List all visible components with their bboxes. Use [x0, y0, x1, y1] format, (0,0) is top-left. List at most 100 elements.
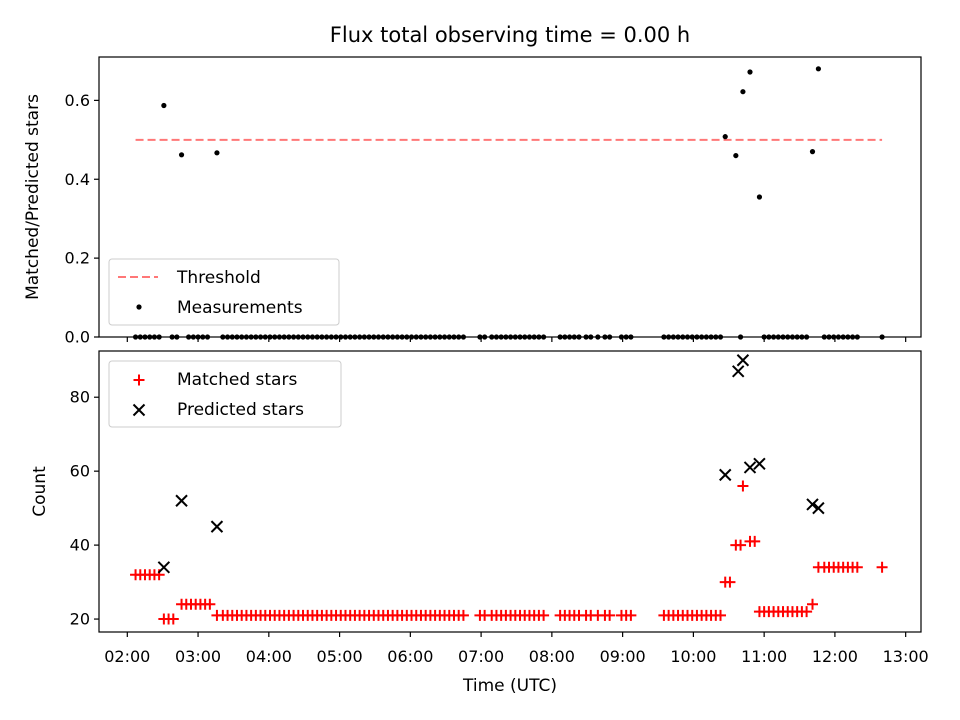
series-measurements — [132, 66, 885, 340]
data-point — [618, 334, 625, 340]
data-point — [703, 334, 709, 340]
data-point — [747, 69, 753, 75]
data-point — [666, 334, 672, 340]
data-point — [694, 334, 700, 340]
data-point — [366, 334, 372, 340]
data-point — [413, 334, 419, 340]
data-point — [531, 334, 537, 340]
y-tick-label: 80 — [70, 388, 90, 407]
data-point — [361, 334, 367, 340]
data-point — [799, 334, 805, 340]
data-point — [804, 334, 810, 340]
data-point — [132, 334, 139, 340]
data-point — [178, 152, 185, 158]
data-point — [371, 334, 377, 340]
data-point — [831, 334, 837, 340]
data-point — [503, 334, 509, 340]
data-point — [588, 334, 594, 340]
count-panel: 20 40 60 80 02:00 03:00 04:00 05:00 06:00 07:00 08… — [30, 350, 929, 666]
data-point — [174, 334, 180, 340]
data-point — [394, 334, 400, 340]
data-point — [512, 334, 518, 340]
data-point — [536, 334, 542, 340]
data-point — [717, 334, 724, 340]
data-point — [220, 334, 226, 340]
x-tick-label: 02:00 — [104, 647, 150, 666]
legend-matched-swatch — [133, 374, 145, 386]
data-point — [423, 334, 429, 340]
data-point — [715, 609, 727, 621]
data-point — [743, 461, 757, 474]
data-point — [142, 334, 148, 340]
data-point — [328, 334, 334, 340]
data-point — [319, 334, 325, 340]
data-point — [815, 66, 821, 72]
data-point — [295, 334, 301, 340]
data-point — [137, 334, 143, 340]
data-point — [161, 102, 167, 109]
data-point — [324, 334, 330, 340]
data-point — [195, 334, 201, 340]
data-point — [840, 334, 846, 340]
data-point — [147, 334, 153, 340]
data-point — [460, 334, 467, 340]
data-point — [689, 334, 695, 340]
data-point — [300, 334, 306, 340]
data-point — [740, 89, 746, 95]
data-point — [507, 334, 514, 340]
data-point — [451, 334, 457, 340]
chart-title: Flux total observing time = 0.00 h — [330, 23, 690, 47]
x-tick-label: 08:00 — [529, 647, 575, 666]
y-axis-label: Matched/Predicted stars — [23, 94, 43, 300]
data-point — [493, 334, 500, 340]
data-point — [446, 334, 452, 340]
series-predicted-stars — [157, 354, 825, 574]
data-point — [186, 334, 192, 340]
x-tick-label: 04:00 — [246, 647, 292, 666]
data-point — [190, 334, 196, 340]
data-point — [766, 334, 772, 340]
legend-box — [108, 258, 340, 326]
data-point — [204, 334, 211, 340]
data-point — [456, 334, 462, 340]
data-point — [214, 150, 220, 156]
data-point — [821, 334, 827, 340]
data-point — [175, 494, 188, 507]
data-point — [812, 501, 825, 515]
data-point — [347, 334, 353, 340]
data-point — [737, 480, 749, 492]
data-point — [489, 334, 495, 340]
data-point — [583, 334, 589, 340]
data-point — [722, 134, 728, 140]
legend-threshold-label: Threshold — [176, 268, 261, 288]
data-point — [628, 334, 634, 340]
data-point — [602, 334, 608, 340]
data-point — [437, 334, 443, 340]
data-point — [604, 609, 616, 621]
data-point — [498, 334, 504, 340]
data-point — [375, 334, 382, 340]
x-tick-label: 05:00 — [317, 647, 363, 666]
data-point — [248, 334, 254, 340]
data-point — [399, 334, 405, 340]
data-point — [854, 334, 860, 340]
data-point — [713, 334, 719, 340]
data-point — [262, 334, 268, 340]
data-point — [789, 334, 796, 340]
legend: Matched stars Predicted stars — [108, 360, 342, 428]
data-point — [390, 334, 396, 340]
data-point — [457, 609, 469, 621]
data-point — [286, 334, 292, 340]
series-matched-stars — [130, 480, 888, 625]
data-point — [408, 334, 415, 340]
y-tick-label: 0.6 — [65, 91, 90, 110]
data-point — [482, 334, 488, 340]
y-tick-label: 20 — [70, 610, 90, 629]
data-point — [719, 468, 732, 482]
data-point — [541, 334, 547, 340]
data-point — [731, 365, 745, 378]
y-tick-label: 60 — [70, 462, 90, 481]
data-point — [675, 334, 681, 340]
data-point — [576, 334, 582, 340]
data-point — [257, 334, 264, 340]
